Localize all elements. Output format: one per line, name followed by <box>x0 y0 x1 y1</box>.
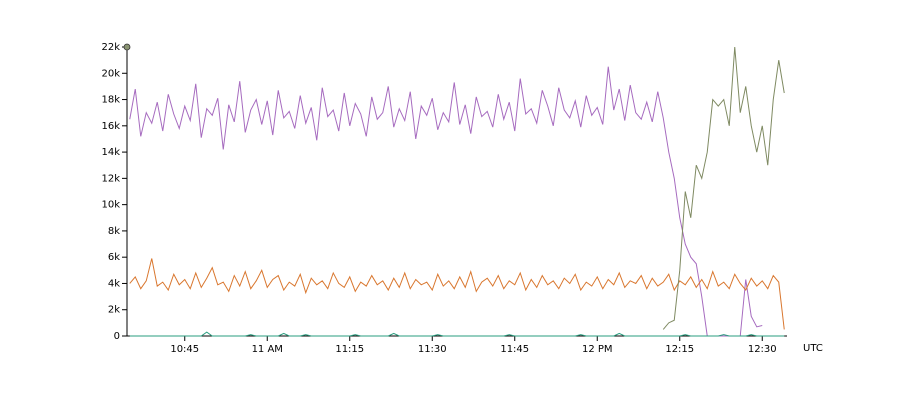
y-tick-label: 4k <box>108 278 120 289</box>
x-axis-label: UTC <box>803 343 823 354</box>
series-line <box>129 331 785 337</box>
y-tick-label: 0 <box>114 331 120 342</box>
series-line <box>129 258 785 330</box>
y-tick-label: 10k <box>101 200 120 211</box>
y-tick-label: 20k <box>101 68 120 79</box>
x-tick-label: 11:15 <box>335 344 364 355</box>
y-tick-label: 22k <box>101 42 120 53</box>
y-tick-label: 6k <box>108 252 120 263</box>
x-tick-label: 11:45 <box>500 344 529 355</box>
axis-marker <box>123 43 131 51</box>
y-tick-label: 14k <box>101 147 120 158</box>
x-tick-label: 12:30 <box>748 344 777 355</box>
y-tick-label: 2k <box>108 305 120 316</box>
y-tick-label: 12k <box>101 173 120 184</box>
x-tick-label: 10:45 <box>170 344 199 355</box>
series-line <box>662 46 785 330</box>
x-tick-label: 11 AM <box>252 344 283 355</box>
x-tick-label: 12:15 <box>665 344 694 355</box>
series-line <box>129 66 763 337</box>
y-tick-label: 18k <box>101 95 120 106</box>
x-tick-label: 12 PM <box>582 344 613 355</box>
x-tick-label: 11:30 <box>418 344 447 355</box>
y-tick-label: 8k <box>108 226 120 237</box>
y-tick-label: 16k <box>101 121 120 132</box>
